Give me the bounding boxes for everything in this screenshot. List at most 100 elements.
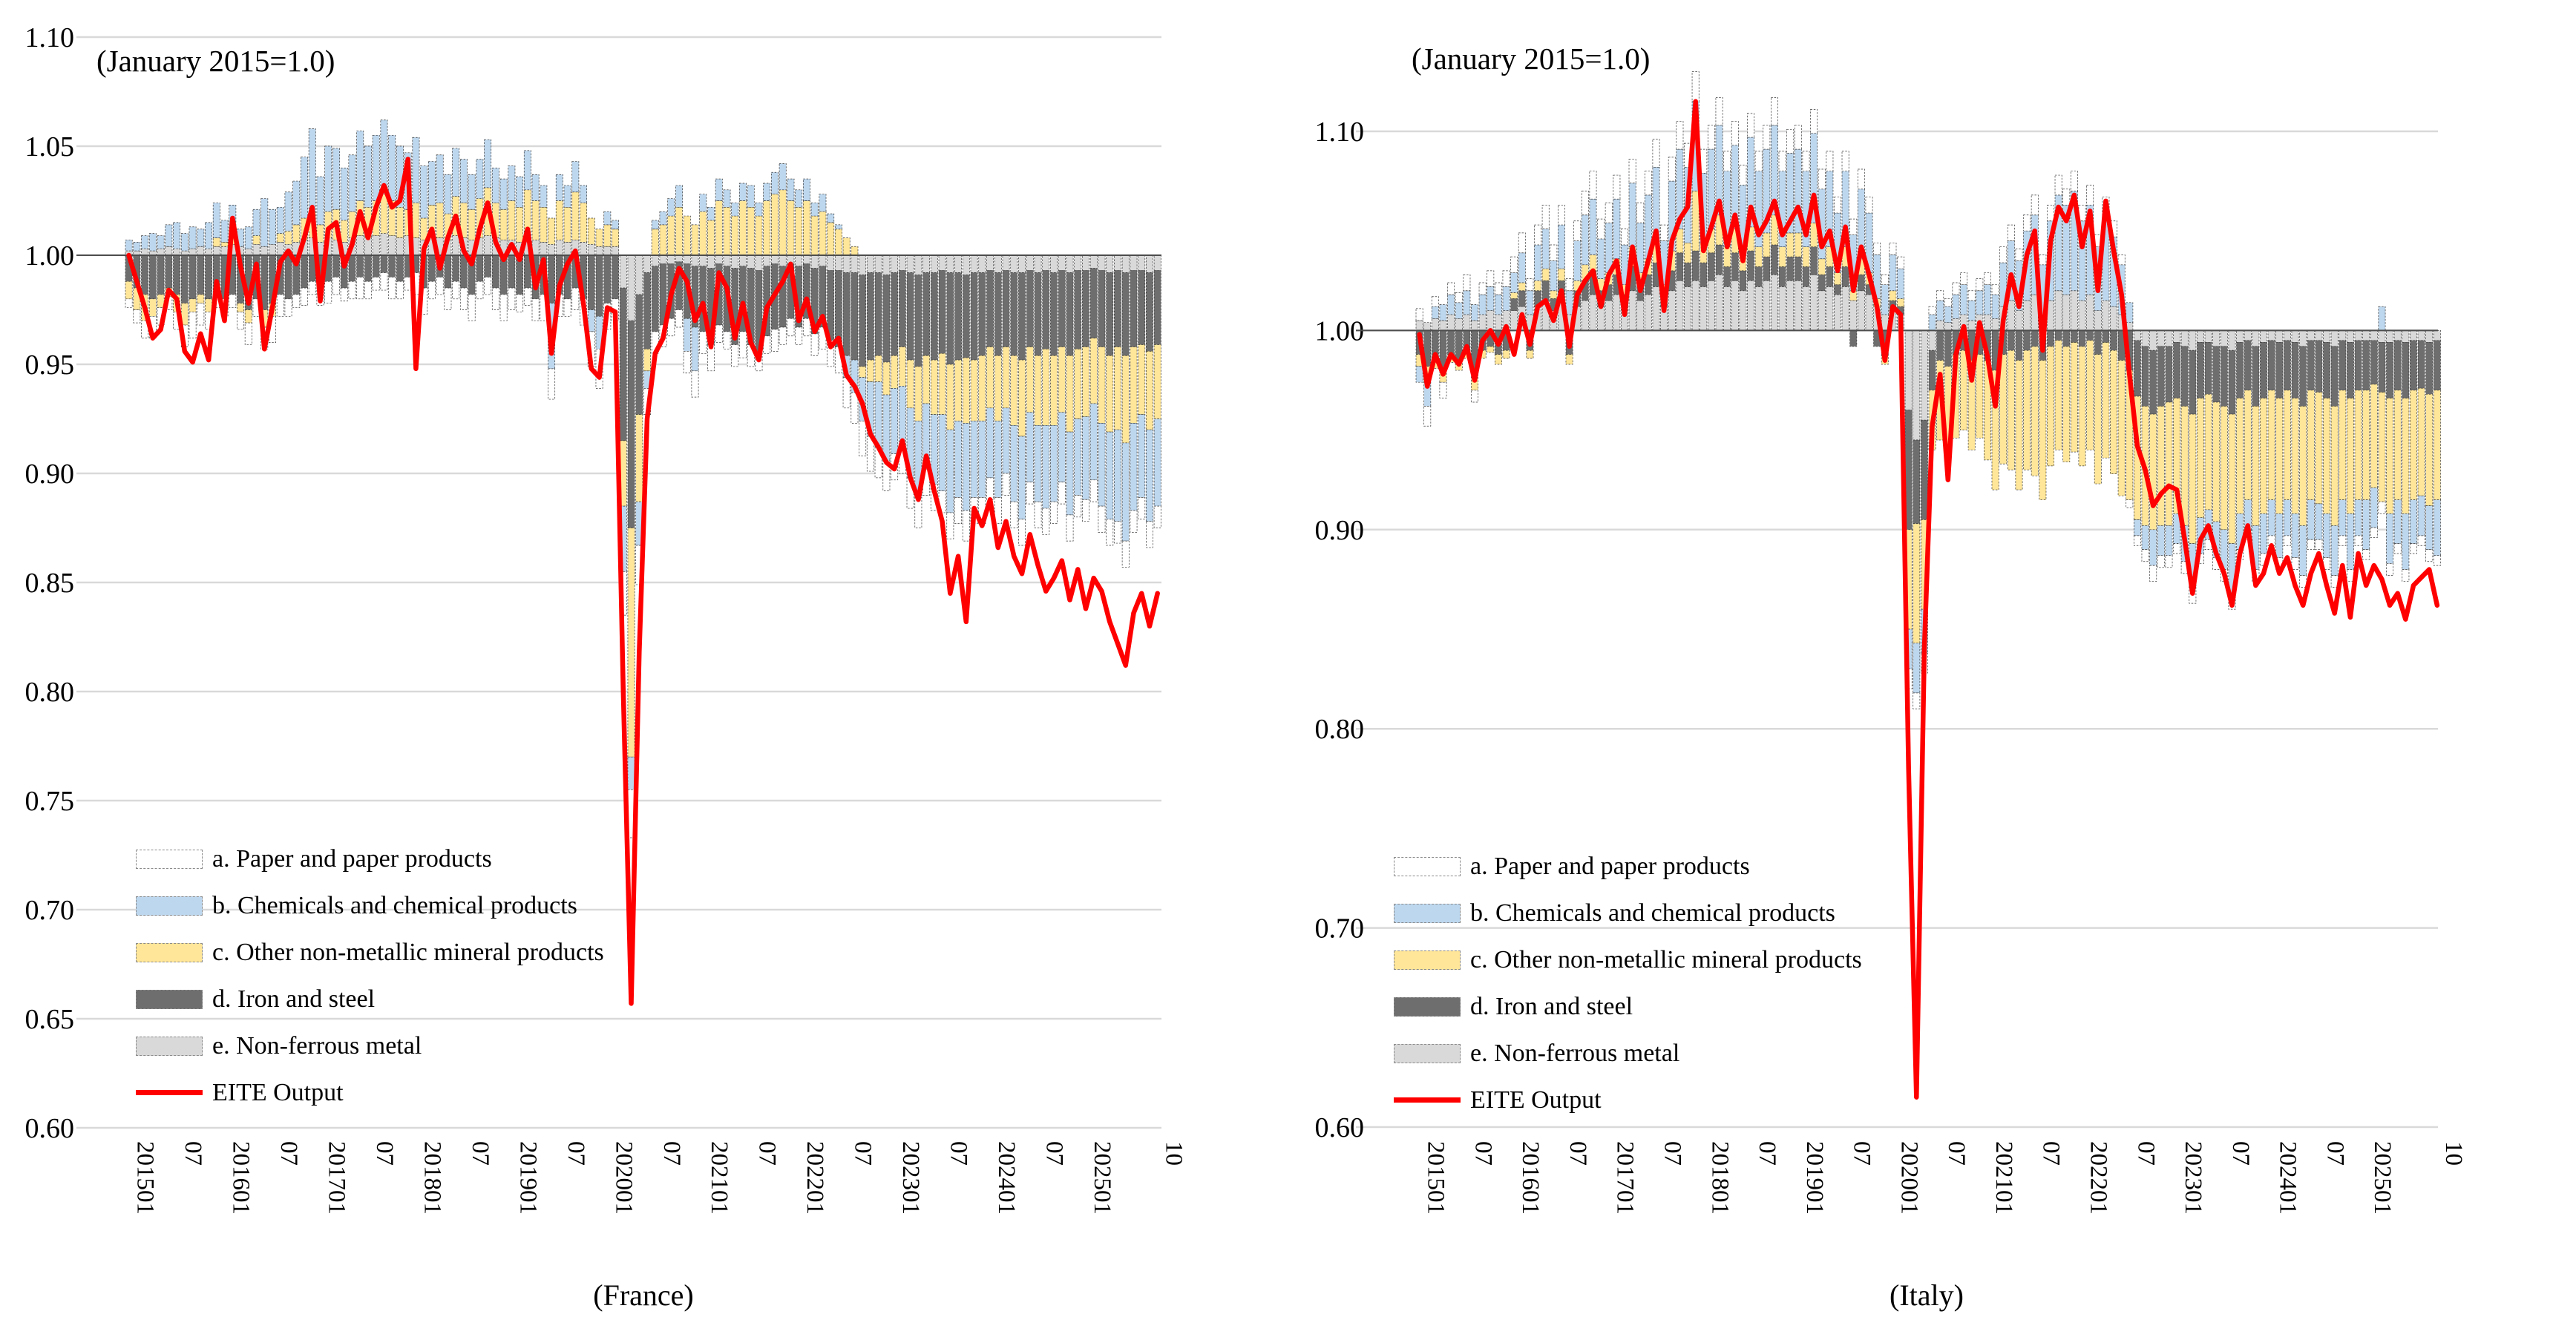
bar-segment-b <box>1138 414 1146 498</box>
y-axis-label: 0.85 <box>25 568 75 599</box>
x-axis-tick-label: 07 <box>2321 1141 2348 1166</box>
bar-segment-c <box>1999 354 2008 464</box>
bar-segment-a <box>1960 272 1968 286</box>
bar-segment-a <box>157 307 165 326</box>
bar-segment-e <box>2007 300 2015 331</box>
bar-segment-c <box>2149 413 2157 531</box>
bar-segment-b <box>1042 424 1050 509</box>
bar-segment-a <box>1991 284 1999 295</box>
bar-segment-d <box>851 272 859 361</box>
bar-segment-d <box>1042 270 1050 349</box>
bar-segment-c <box>1684 242 1691 263</box>
bar-segment-e <box>205 248 213 256</box>
bar-segment-d <box>635 294 643 415</box>
bar-segment-e <box>810 255 819 269</box>
x-axis-tick-label: 201701 <box>323 1141 350 1215</box>
bar-segment-c <box>468 208 476 240</box>
bar-segment-e <box>1034 255 1042 273</box>
bar-segment-b <box>1106 431 1114 520</box>
bar-segment-d <box>1747 250 1755 281</box>
bar-segment-b <box>133 242 141 252</box>
x-axis-tick-label: 10 <box>2440 1141 2467 1166</box>
bar-segment-a <box>1478 282 1487 295</box>
bar-segment-a <box>563 298 571 317</box>
bar-segment-b <box>1976 290 1984 315</box>
bar-segment-b <box>2339 499 2347 536</box>
bar-segment-c <box>2054 340 2062 450</box>
bar-segment-e <box>364 237 372 256</box>
bar-segment-c <box>691 224 699 256</box>
bar-segment-a <box>1018 519 1026 546</box>
bar-segment-a <box>1138 496 1146 520</box>
bar-segment-a <box>1999 246 2008 263</box>
bar-segment-a <box>715 324 723 343</box>
bar-segment-e <box>2386 330 2394 343</box>
bar-segment-c <box>810 215 819 256</box>
bar-segment-a <box>1826 151 1834 172</box>
bar-segment-c <box>1042 349 1050 426</box>
bar-segment-e <box>587 243 595 256</box>
bar-segment-e <box>452 235 460 256</box>
x-axis-tick-label: 07 <box>371 1141 398 1166</box>
bar-segment-e <box>1865 294 1873 331</box>
bar-segment-b <box>332 148 340 210</box>
bar-segment-a <box>427 280 436 300</box>
bar-segment-d <box>380 255 388 273</box>
bar-segment-b <box>715 178 723 201</box>
bar-segment-c <box>667 215 675 256</box>
bar-segment-c <box>2386 398 2394 514</box>
bar-segment-c <box>2220 406 2228 531</box>
bar-segment-e <box>269 243 276 256</box>
bar-segment-a <box>468 294 476 321</box>
legend-item: EITE Output <box>1394 1077 1862 1123</box>
bar-segment-b <box>148 233 157 252</box>
bar-segment-d <box>2417 340 2425 389</box>
bar-segment-c <box>954 359 963 421</box>
bar-segment-a <box>133 309 141 324</box>
bar-segment-b <box>587 309 595 332</box>
x-axis-tick-label: 202501 <box>1089 1141 1115 1215</box>
bar-segment-a <box>1873 242 1881 255</box>
bar-segment-a <box>1889 242 1897 255</box>
bar-segment-d <box>388 255 396 278</box>
bar-segment-e <box>1439 320 1447 331</box>
bar-segment-c <box>212 237 220 247</box>
bar-segment-a <box>2086 185 2094 206</box>
bar-segment-b <box>2393 499 2402 544</box>
bar-segment-c <box>946 364 954 430</box>
bar-segment-b <box>1098 423 1106 507</box>
bar-segment-e <box>2015 310 2023 331</box>
bar-segment-a <box>1794 125 1802 150</box>
bar-segment-c <box>2180 406 2189 526</box>
bar-segment-c <box>2189 413 2197 544</box>
bar-segment-b <box>348 154 356 212</box>
bar-segment-c <box>1018 359 1026 437</box>
bar-segment-c <box>1153 344 1161 419</box>
bar-segment-c <box>1550 290 1558 299</box>
bar-segment-a <box>1944 298 1952 307</box>
eite-output-line <box>126 157 1160 1006</box>
bar-segment-e <box>2260 330 2267 343</box>
bar-segment-e <box>197 246 205 256</box>
bar-segment-e <box>612 246 619 256</box>
bar-segment-c <box>747 206 755 256</box>
bar-segment-a <box>2370 527 2378 538</box>
bar-segment-d <box>2339 340 2347 391</box>
bar-segment-e <box>356 235 364 256</box>
bar-segment-b <box>1439 304 1447 321</box>
bar-segment-c <box>2323 398 2330 514</box>
bar-segment-c <box>1138 344 1146 415</box>
france-legend: a. Paper and paper products b. Chemicals … <box>136 835 604 1116</box>
bar-segment-b <box>2433 499 2441 556</box>
bar-segment-e <box>1778 286 1786 331</box>
bar-segment-c <box>603 224 612 247</box>
bar-segment-b <box>1573 240 1582 281</box>
bar-segment-c <box>683 215 691 256</box>
bar-segment-c <box>1541 268 1550 281</box>
bar-segment-a <box>1439 381 1447 399</box>
bar-segment-d <box>2425 342 2434 395</box>
x-axis-tick-label: 202101 <box>706 1141 733 1215</box>
bar-segment-d <box>2133 340 2141 397</box>
bar-segment-a <box>1573 220 1582 241</box>
bar-segment-d <box>1841 266 1849 287</box>
